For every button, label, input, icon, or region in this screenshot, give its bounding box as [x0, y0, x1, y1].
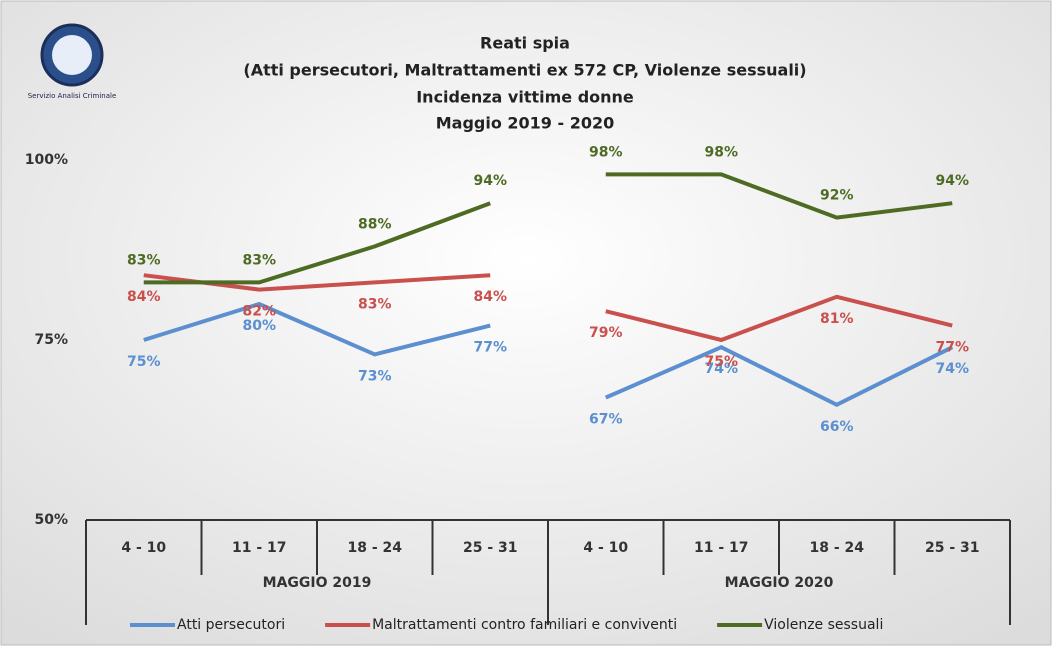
- logo-inner: [52, 35, 92, 75]
- data-label: 79%: [589, 325, 623, 341]
- legend-label: Atti persecutori: [177, 617, 285, 633]
- series-line: [143, 201, 491, 285]
- x-tick-label: 25 - 31: [463, 540, 518, 556]
- chart-title: Maggio 2019 - 2020: [436, 114, 615, 133]
- x-tick-label: 18 - 24: [809, 540, 864, 556]
- series-line: [605, 172, 953, 220]
- data-label: 75%: [127, 354, 161, 370]
- data-label: 98%: [589, 144, 623, 160]
- data-label: 81%: [820, 311, 854, 327]
- legend-label: Violenze sessuali: [764, 617, 883, 633]
- x-tick-label: 11 - 17: [694, 540, 749, 556]
- chart-title: (Atti persecutori, Maltrattamenti ex 572…: [243, 61, 806, 80]
- data-label: 67%: [589, 412, 623, 428]
- data-label: 80%: [242, 318, 276, 334]
- data-label: 82%: [242, 304, 276, 320]
- logo-text: Servizio Analisi Criminale: [28, 92, 117, 100]
- data-label: 75%: [704, 354, 738, 370]
- data-label: 84%: [473, 289, 507, 305]
- data-label: 77%: [935, 340, 969, 356]
- x-tick-label: 18 - 24: [347, 540, 402, 556]
- y-tick-label: 50%: [34, 512, 68, 528]
- y-tick-label: 100%: [25, 152, 68, 168]
- data-label: 94%: [935, 173, 969, 189]
- group-label: MAGGIO 2020: [725, 575, 834, 591]
- x-tick-label: 4 - 10: [121, 540, 166, 556]
- data-label: 73%: [358, 368, 392, 384]
- series-line: [604, 344, 954, 408]
- data-label: 77%: [473, 340, 507, 356]
- series-line: [143, 301, 491, 357]
- data-label: 98%: [704, 144, 738, 160]
- data-label: 83%: [127, 252, 161, 268]
- x-tick-label: 4 - 10: [583, 540, 628, 556]
- data-label: 74%: [935, 361, 969, 377]
- x-tick-label: 11 - 17: [232, 540, 287, 556]
- legend-label: Maltrattamenti contro familiari e conviv…: [372, 617, 677, 633]
- series-line: [605, 294, 953, 343]
- data-label: 83%: [242, 252, 276, 268]
- chart-title: Reati spia: [480, 34, 570, 53]
- group-label: MAGGIO 2019: [263, 575, 372, 591]
- data-label: 66%: [820, 419, 854, 435]
- data-label: 83%: [358, 296, 392, 312]
- data-label: 74%: [704, 361, 738, 377]
- data-label: 94%: [473, 173, 507, 189]
- data-label: 88%: [358, 216, 392, 232]
- data-label: 92%: [820, 188, 854, 204]
- data-label: 84%: [127, 289, 161, 305]
- x-tick-label: 25 - 31: [925, 540, 980, 556]
- y-tick-label: 75%: [34, 332, 68, 348]
- chart-title: Incidenza vittime donne: [416, 88, 634, 107]
